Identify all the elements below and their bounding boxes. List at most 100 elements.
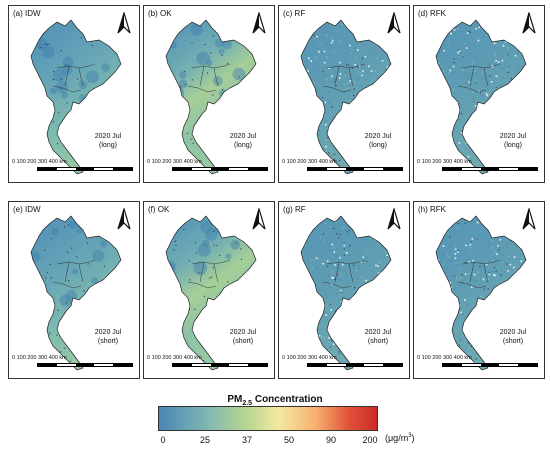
station-point [369,101,371,103]
raster-speckle [331,243,334,246]
raster-speckle [500,348,502,350]
raster-speckle [471,216,474,218]
station-point [177,144,179,146]
north-arrow-icon [387,208,401,230]
region-boundary [78,67,84,87]
raster-speckle [301,78,303,80]
station-point [50,238,53,240]
interpolation-blob [218,48,225,55]
raster-speckle [362,217,364,220]
raster-speckle [483,351,485,353]
raster-speckle [499,300,502,302]
thailand-map [30,215,122,371]
raster-speckle [518,67,520,70]
raster-speckle [335,255,338,257]
station-point [49,263,51,265]
interpolation-blob [31,282,43,297]
raster-speckle [473,134,476,137]
region-boundary [64,261,70,283]
raster-speckle [437,74,440,76]
date-label: 2020 Jul (short) [214,328,272,346]
raster-speckle [436,241,439,244]
station-point [345,159,347,161]
interpolation-blob [91,277,98,284]
raster-speckle [463,43,466,45]
raster-speckle [387,351,390,353]
station-point [510,111,513,113]
raster-speckle [342,324,344,326]
raster-speckle [485,263,488,266]
station-point [238,76,240,78]
raster-speckle [339,131,342,134]
scale-bar-label: 0 100 200 300 400 km [282,355,337,361]
interpolation-blob [86,70,99,84]
station-point [175,132,177,134]
raster-speckle [381,72,384,74]
station-point [103,120,105,122]
raster-speckle [364,369,367,370]
station-point [474,82,477,84]
raster-speckle [511,285,514,287]
map-panel: (c) RF 2020 Jul (long) 0 100 200 300 400 km [278,5,410,183]
raster-speckle [322,239,324,242]
panel-label: (g) RF [283,205,306,214]
raster-speckle [446,221,448,223]
raster-speckle [332,173,334,174]
raster-speckle [468,347,471,350]
station-point [189,279,191,281]
raster-speckle [301,32,303,34]
raster-speckle [392,302,394,304]
raster-speckle [496,357,499,360]
raster-speckle [492,37,495,40]
raster-speckle [454,257,457,260]
raster-speckle [525,297,526,300]
raster-speckle [437,281,439,283]
station-point [457,223,459,225]
raster-speckle [481,101,484,103]
interpolation-blob [202,239,210,247]
raster-speckle [323,148,325,151]
station-point [48,43,50,45]
raster-speckle [512,86,514,89]
raster-speckle [526,45,528,47]
raster-speckle [349,20,351,23]
raster-speckle [450,338,453,341]
raster-speckle [436,96,437,99]
raster-speckle [362,256,365,259]
raster-speckle [498,110,500,113]
raster-speckle [363,224,365,227]
interpolation-blob [205,228,218,241]
raster-speckle [520,302,522,304]
raster-speckle [302,225,304,228]
raster-speckle [521,123,524,125]
raster-speckle [437,280,440,282]
station-point [226,154,228,156]
station-point [500,274,502,276]
raster-speckle [329,306,332,308]
raster-speckle [469,331,472,333]
legend-unit-main: (μg/m [385,433,409,443]
period-text: (short) [502,338,524,345]
station-point [510,78,512,80]
region-boundary [483,67,489,87]
raster-speckle [338,345,340,348]
raster-speckle [497,321,499,323]
country-outline [30,19,122,175]
raster-speckle [310,219,312,221]
raster-speckle [501,68,504,70]
station-point [66,102,68,104]
station-point [348,64,350,66]
raster-speckle [380,319,382,321]
raster-speckle [496,76,498,79]
raster-speckle [519,221,521,223]
raster-speckle [522,94,524,96]
raster-speckle [393,57,395,59]
region-boundary [348,263,354,283]
station-point [107,88,109,90]
country-outline [300,215,392,371]
raster-speckle [355,282,357,284]
raster-speckle [359,320,361,322]
raster-speckle [476,100,479,102]
station-point [91,45,93,47]
station-point [191,42,193,44]
